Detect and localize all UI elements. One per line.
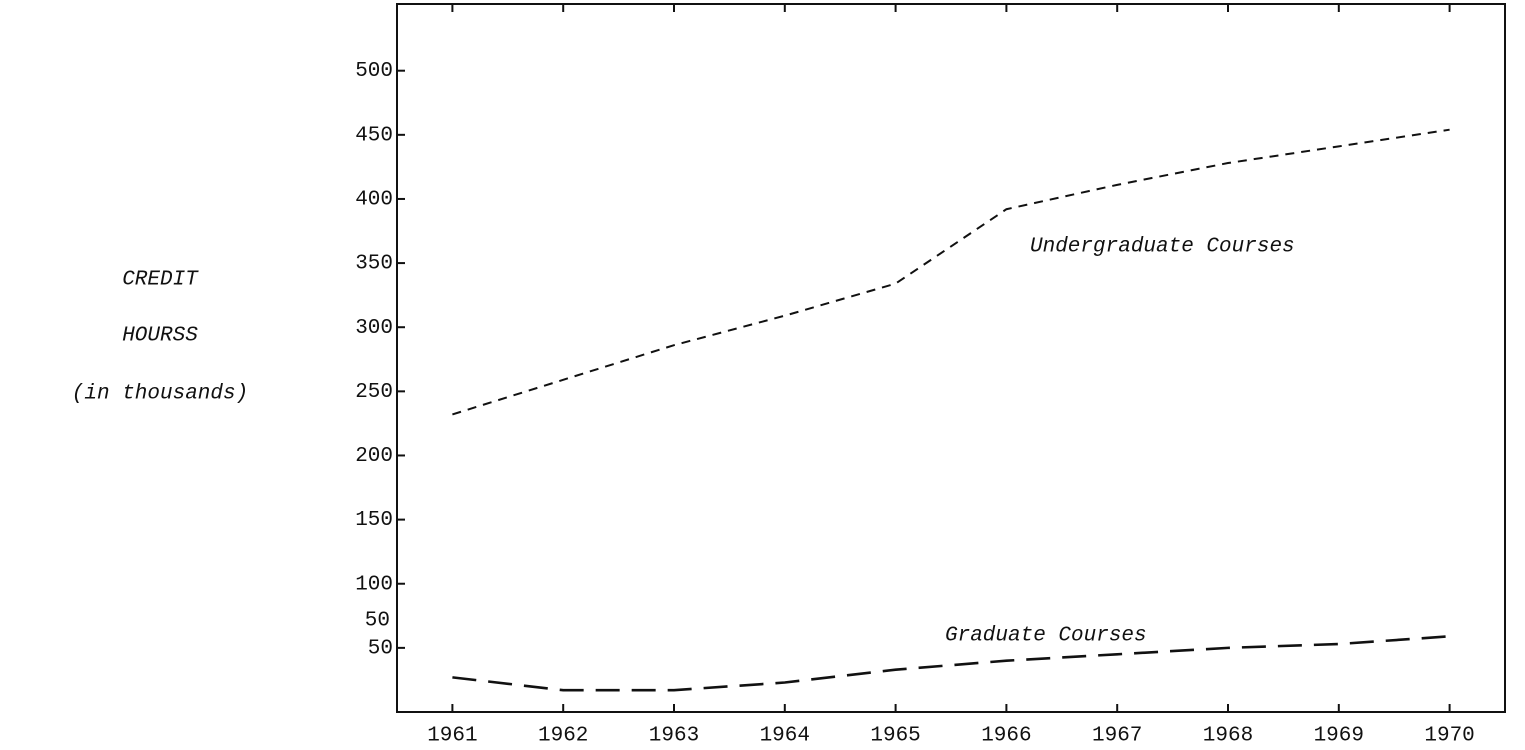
x-tick-label: 1965 xyxy=(870,725,920,748)
x-tick-label: 1968 xyxy=(1203,725,1253,748)
y-tick-label: 100 xyxy=(355,573,393,596)
y-tick-label: 150 xyxy=(355,509,393,532)
y-tick-label: 450 xyxy=(355,124,393,147)
y-tick-label: 350 xyxy=(355,253,393,276)
x-tick-label: 1961 xyxy=(427,725,477,748)
x-tick-label: 1969 xyxy=(1314,725,1364,748)
x-tick-label: 1967 xyxy=(1092,725,1142,748)
x-tick-label: 1964 xyxy=(760,725,810,748)
series-line xyxy=(452,635,1450,692)
y-tick-label: 200 xyxy=(355,445,393,468)
y-tick-label: 500 xyxy=(355,60,393,83)
x-tick-label: 1963 xyxy=(649,725,699,748)
series-label: Undergraduate Courses xyxy=(1030,236,1295,259)
y-tick-label: 400 xyxy=(355,189,393,212)
y-tick-label: 250 xyxy=(355,381,393,404)
x-tick-label: 1962 xyxy=(538,725,588,748)
series-label: Graduate Courses xyxy=(945,625,1147,648)
y-axis-label: CREDIT xyxy=(122,269,199,292)
series-line xyxy=(452,128,1450,416)
y-axis-label: (in thousands) xyxy=(72,383,248,406)
y-tick-label: 50 xyxy=(368,637,393,660)
plot-frame xyxy=(396,3,1506,713)
y-tick-label: 300 xyxy=(355,317,393,340)
x-tick-label: 1966 xyxy=(981,725,1031,748)
y-axis-label: HOURSS xyxy=(122,325,198,348)
annotation: 50 xyxy=(365,610,390,633)
x-tick-label: 1970 xyxy=(1424,725,1474,748)
